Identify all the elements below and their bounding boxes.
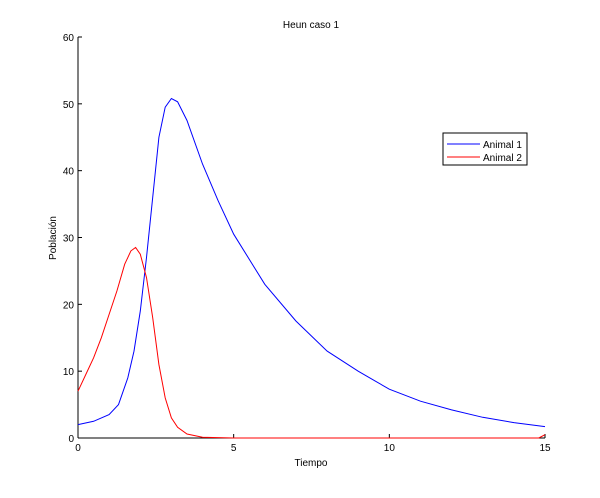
y-tick-label: 30 bbox=[63, 234, 75, 245]
y-tick-label: 20 bbox=[63, 300, 75, 311]
x-tick-label: 0 bbox=[75, 443, 81, 454]
x-axis-label: Tiempo bbox=[295, 458, 328, 469]
y-tick-label: 10 bbox=[63, 367, 75, 378]
legend-label-2: Animal 2 bbox=[483, 153, 522, 164]
chart-title: Heun caso 1 bbox=[283, 20, 340, 31]
series-line-2 bbox=[77, 246, 546, 439]
legend: Animal 1 Animal 2 bbox=[442, 132, 528, 166]
series-line-1 bbox=[77, 97, 546, 428]
x-tick-label: 15 bbox=[539, 443, 551, 454]
x-tick-label: 5 bbox=[231, 443, 237, 454]
y-tick-label: 40 bbox=[63, 167, 75, 178]
y-tick-label: 0 bbox=[68, 434, 74, 445]
plot-lines bbox=[77, 97, 546, 439]
y-tick-label: 60 bbox=[63, 33, 75, 44]
legend-label-1: Animal 1 bbox=[483, 140, 522, 151]
axes: 0 5 10 15 0 10 20 30 40 50 60 bbox=[63, 33, 551, 454]
y-axis-label: Población bbox=[48, 216, 59, 260]
legend-box bbox=[442, 132, 528, 166]
x-tick-label: 10 bbox=[384, 443, 396, 454]
y-tick-label: 50 bbox=[63, 100, 75, 111]
